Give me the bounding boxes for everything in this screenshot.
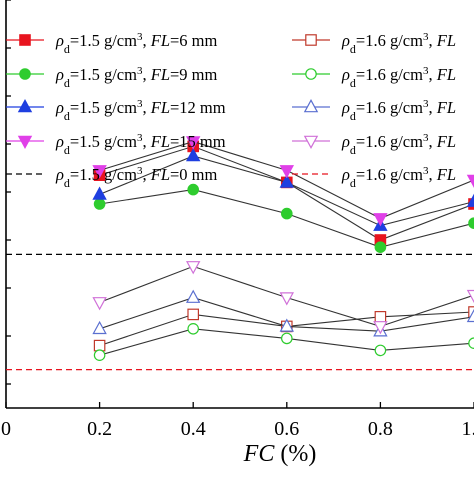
legend-density: =1.6 g/cm (356, 132, 423, 151)
legend-density: =1.6 g/cm (356, 165, 423, 184)
legend-fl: FL (436, 65, 456, 84)
legend-comma: , (428, 165, 436, 184)
legend-marker (20, 69, 30, 79)
legend-comma: , (142, 65, 150, 84)
x-tick-label: 0.8 (368, 418, 393, 440)
data-point (282, 333, 292, 343)
legend-rho: ρ (341, 31, 350, 50)
legend-comma: , (428, 31, 436, 50)
legend-rho: ρ (55, 65, 64, 84)
legend-fl: FL (150, 31, 170, 50)
legend-density: =1.5 g/cm (70, 31, 137, 50)
legend-comma: , (142, 31, 150, 50)
legend-fl-value: =9 mm (170, 65, 218, 84)
x-axis-title-variable: FC (243, 441, 276, 467)
legend-fl-value: =6 mm (170, 31, 218, 50)
legend-density: =1.6 g/cm (356, 31, 423, 50)
legend-marker (20, 35, 30, 45)
x-tick-label: 0 (1, 418, 11, 440)
data-point (94, 350, 104, 360)
legend-rho: ρ (55, 31, 64, 50)
x-tick-label: 0.2 (87, 418, 112, 440)
data-point (188, 184, 198, 194)
data-point (94, 199, 104, 209)
legend-rho: ρ (55, 165, 64, 184)
data-point (188, 324, 198, 334)
legend-fl: FL (436, 31, 456, 50)
legend-fl-value: =12 mm (170, 98, 226, 117)
legend-fl: FL (150, 132, 170, 151)
legend-fl-value: =0 mm (170, 165, 218, 184)
x-tick-label: 0.4 (181, 418, 206, 440)
legend-rho: ρ (341, 165, 350, 184)
x-axis-title: FC(%) (243, 441, 317, 467)
legend-fl: FL (150, 65, 170, 84)
legend-rho: ρ (341, 98, 350, 117)
legend-comma: , (142, 165, 150, 184)
x-tick-label: 0.6 (274, 418, 299, 440)
legend-fl: FL (436, 165, 456, 184)
legend-density: =1.5 g/cm (70, 165, 137, 184)
legend-fl: FL (150, 98, 170, 117)
legend-comma: , (428, 65, 436, 84)
legend-rho: ρ (341, 65, 350, 84)
legend-fl: FL (436, 98, 456, 117)
legend-density: =1.5 g/cm (70, 65, 137, 84)
legend-comma: , (428, 98, 436, 117)
legend-marker (306, 35, 316, 45)
legend-comma: , (142, 132, 150, 151)
legend-rho: ρ (55, 98, 64, 117)
data-point (469, 338, 474, 348)
legend-density: =1.5 g/cm (70, 98, 137, 117)
legend-rho: ρ (341, 132, 350, 151)
data-point (282, 208, 292, 218)
x-axis-title-unit: (%) (280, 441, 316, 467)
data-point (375, 312, 385, 322)
legend-fl: FL (436, 132, 456, 151)
legend-density: =1.5 g/cm (70, 132, 137, 151)
data-point (375, 242, 385, 252)
legend-comma: , (428, 132, 436, 151)
legend-marker (306, 69, 316, 79)
legend-fl: FL (150, 165, 170, 184)
legend-rho: ρ (55, 132, 64, 151)
legend-density: =1.6 g/cm (356, 98, 423, 117)
data-point (188, 309, 198, 319)
data-point (469, 218, 474, 228)
data-point (375, 345, 385, 355)
legend-density: =1.6 g/cm (356, 65, 423, 84)
x-tick-label: 1.0 (462, 418, 474, 440)
data-point (94, 340, 104, 350)
legend-fl-value: =15 mm (170, 132, 226, 151)
legend-comma: , (142, 98, 150, 117)
